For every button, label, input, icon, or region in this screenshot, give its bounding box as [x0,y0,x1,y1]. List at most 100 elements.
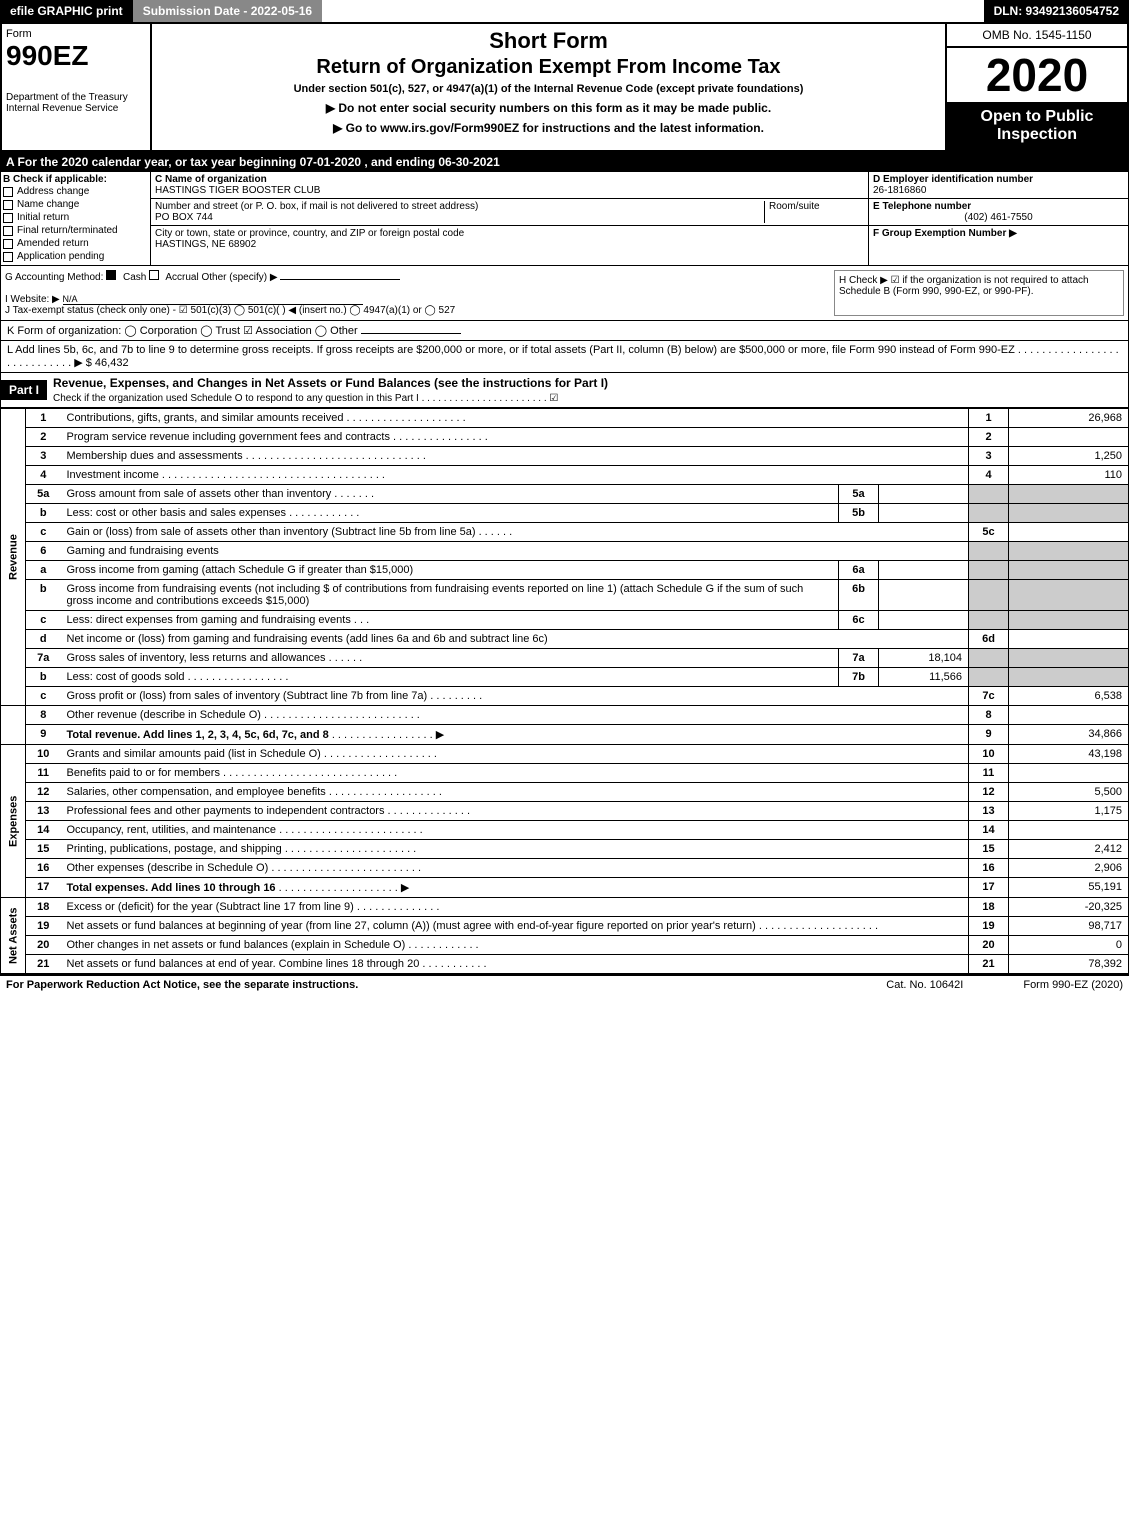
h-box: H Check ▶ ☑ if the organization is not r… [834,270,1124,316]
form-label: Form [6,28,146,40]
line-12-desc: Salaries, other compensation, and employ… [67,786,326,798]
line-6a-desc: Gross income from gaming (attach Schedul… [61,561,839,580]
line-18-value: -20,325 [1009,898,1129,917]
section-b-label: B Check if applicable: [3,174,148,185]
info-grid: B Check if applicable: Address change Na… [0,172,1129,266]
part1-table: Revenue 1 Contributions, gifts, grants, … [0,408,1129,974]
ssn-warning: ▶ Do not enter social security numbers o… [162,101,935,115]
c-street-label: Number and street (or P. O. box, if mail… [155,201,478,212]
line-21-desc: Net assets or fund balances at end of ye… [67,958,420,970]
return-title: Return of Organization Exempt From Incom… [162,56,935,79]
line-6d-value [1009,630,1129,649]
line-15-desc: Printing, publications, postage, and shi… [67,843,282,855]
tax-year-period: A For the 2020 calendar year, or tax yea… [0,152,1129,172]
phone-value: (402) 461-7550 [873,212,1124,223]
efile-print-button[interactable]: efile GRAPHIC print [0,0,133,22]
section-k: K Form of organization: ◯ Corporation ◯ … [0,321,1129,341]
org-street: PO BOX 744 [155,212,213,223]
line-4-desc: Investment income [67,469,159,481]
line-5a-value [879,485,969,504]
line-7c-value: 6,538 [1009,687,1129,706]
line-6-desc: Gaming and fundraising events [61,542,969,561]
line-7c-desc: Gross profit or (loss) from sales of inv… [67,690,428,702]
room-label: Room/suite [769,201,820,212]
form-number: 990EZ [6,40,146,72]
irs: Internal Revenue Service [6,103,146,114]
line-7b-desc: Less: cost of goods sold [67,671,185,683]
j-label: J Tax-exempt status (check only one) - ☑… [5,305,455,316]
line-19-value: 98,717 [1009,917,1129,936]
ein-value: 26-1816860 [873,185,926,196]
line-17-value: 55,191 [1009,878,1129,898]
line-3-desc: Membership dues and assessments [67,450,243,462]
line-6b-value [879,580,969,611]
line-1-desc: Contributions, gifts, grants, and simila… [67,412,344,424]
line-7b-value: 11,566 [879,668,969,687]
line-20-desc: Other changes in net assets or fund bala… [67,939,406,951]
department: Department of the Treasury [6,92,146,103]
line-9-desc: Total revenue. Add lines 1, 2, 3, 4, 5c,… [67,729,329,741]
cat-number: Cat. No. 10642I [886,979,963,991]
check-address-change[interactable]: Address change [3,185,148,198]
goto-instruction: ▶ Go to www.irs.gov/Form990EZ for instru… [162,121,935,135]
part1-title: Revenue, Expenses, and Changes in Net As… [53,376,608,390]
c-name-label: C Name of organization [155,174,267,185]
d-label: D Employer identification number [873,174,1033,185]
subtitle: Under section 501(c), 527, or 4947(a)(1)… [162,83,935,95]
f-label: F Group Exemption Number ▶ [873,228,1017,239]
check-final-return[interactable]: Final return/terminated [3,224,148,237]
form-version: Form 990-EZ (2020) [1023,979,1123,991]
line-4-value: 110 [1009,466,1129,485]
line-8-value [1009,706,1129,725]
short-form-title: Short Form [162,28,935,54]
line-7a-desc: Gross sales of inventory, less returns a… [67,652,326,664]
line-13-value: 1,175 [1009,802,1129,821]
line-14-value [1009,821,1129,840]
line-10-value: 43,198 [1009,745,1129,764]
line-14-desc: Occupancy, rent, utilities, and maintena… [67,824,277,836]
line-16-desc: Other expenses (describe in Schedule O) [67,862,269,874]
line-13-desc: Professional fees and other payments to … [67,805,385,817]
line-19-desc: Net assets or fund balances at beginning… [67,920,756,932]
line-5a-desc: Gross amount from sale of assets other t… [67,488,332,500]
g-label: G Accounting Method: [5,272,103,283]
line-5c-value [1009,523,1129,542]
paperwork-notice: For Paperwork Reduction Act Notice, see … [6,979,358,991]
line-20-value: 0 [1009,936,1129,955]
check-initial-return[interactable]: Initial return [3,211,148,224]
expenses-label: Expenses [1,745,26,898]
line-2-desc: Program service revenue including govern… [67,431,390,443]
line-3-value: 1,250 [1009,447,1129,466]
revenue-label: Revenue [1,409,26,706]
line-9-value: 34,866 [1009,725,1129,745]
line-7a-value: 18,104 [879,649,969,668]
check-amended-return[interactable]: Amended return [3,237,148,250]
omb-number: OMB No. 1545-1150 [947,24,1127,48]
line-6d-desc: Net income or (loss) from gaming and fun… [61,630,969,649]
check-name-change[interactable]: Name change [3,198,148,211]
line-8-desc: Other revenue (describe in Schedule O) [67,709,261,721]
line-6c-value [879,611,969,630]
check-cash[interactable] [106,270,116,280]
i-label: I Website: ▶ [5,294,60,305]
line-10-desc: Grants and similar amounts paid (list in… [67,748,321,760]
line-21-value: 78,392 [1009,955,1129,974]
part1-label: Part I [1,380,47,400]
check-application-pending[interactable]: Application pending [3,250,148,263]
page-footer: For Paperwork Reduction Act Notice, see … [0,974,1129,994]
line-16-value: 2,906 [1009,859,1129,878]
part1-check-note: Check if the organization used Schedule … [53,393,558,404]
line-15-value: 2,412 [1009,840,1129,859]
line-1-value: 26,968 [1009,409,1129,428]
check-accrual[interactable] [149,270,159,280]
top-bar: efile GRAPHIC print Submission Date - 20… [0,0,1129,24]
form-header: Form 990EZ Department of the Treasury In… [0,24,1129,152]
line-18-desc: Excess or (deficit) for the year (Subtra… [67,901,354,913]
line-12-value: 5,500 [1009,783,1129,802]
line-2-value [1009,428,1129,447]
line-11-desc: Benefits paid to or for members [67,767,220,779]
line-17-desc: Total expenses. Add lines 10 through 16 [67,882,276,894]
line-5b-value [879,504,969,523]
submission-date: Submission Date - 2022-05-16 [133,0,322,22]
section-l: L Add lines 5b, 6c, and 7b to line 9 to … [0,341,1129,373]
